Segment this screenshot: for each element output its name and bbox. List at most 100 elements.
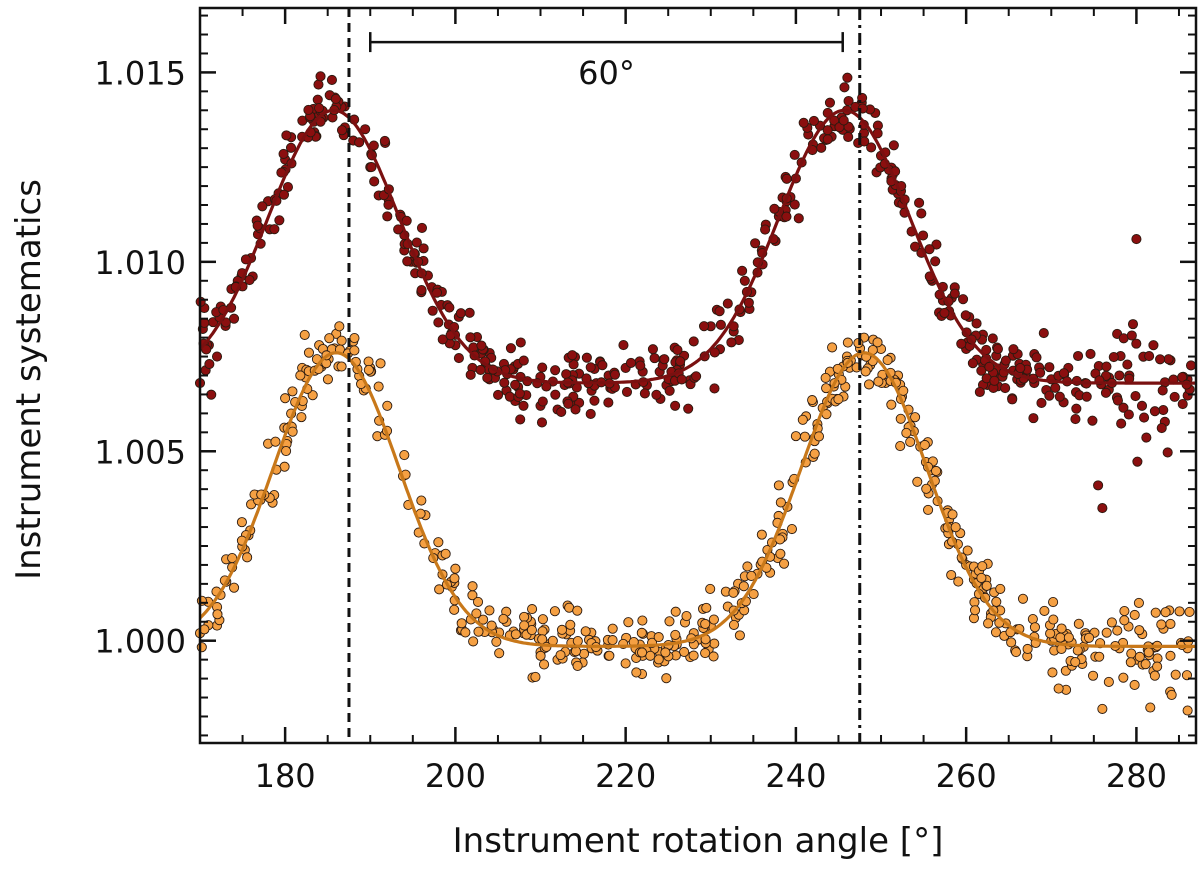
data-point-lower xyxy=(468,636,479,647)
data-point-upper xyxy=(1085,348,1096,359)
data-point-upper xyxy=(709,347,720,358)
data-point-upper xyxy=(433,317,444,328)
data-point-upper xyxy=(839,82,850,93)
data-point-upper xyxy=(1050,382,1061,393)
data-point-upper xyxy=(769,203,780,214)
data-point-upper xyxy=(252,220,263,231)
x-tick-label: 240 xyxy=(765,757,826,795)
data-point-lower xyxy=(779,558,790,569)
data-point-upper xyxy=(285,142,297,153)
data-point-lower xyxy=(664,616,675,627)
data-point-lower xyxy=(895,441,906,452)
data-point-lower xyxy=(708,651,719,662)
data-point-upper xyxy=(1093,480,1104,491)
data-point-upper xyxy=(1162,447,1173,458)
data-point-lower xyxy=(510,629,521,640)
data-point-lower xyxy=(1106,617,1117,628)
data-point-upper xyxy=(976,365,987,376)
data-point-upper xyxy=(427,305,438,316)
y-tick-label: 1.000 xyxy=(94,623,186,661)
data-point-upper xyxy=(618,340,629,351)
data-point-upper xyxy=(625,357,637,368)
data-point-lower xyxy=(976,572,987,583)
data-point-upper xyxy=(499,377,510,388)
data-point-lower xyxy=(1184,606,1195,618)
data-point-upper xyxy=(781,211,792,222)
data-point-lower xyxy=(923,504,934,515)
data-point-upper xyxy=(838,115,849,126)
data-point-upper xyxy=(589,395,600,406)
data-point-lower xyxy=(472,596,484,607)
data-point-lower xyxy=(530,671,541,683)
data-point-lower xyxy=(1150,607,1161,618)
data-point-upper xyxy=(336,125,348,136)
data-point-upper xyxy=(536,417,548,428)
data-point-lower xyxy=(790,431,801,442)
data-point-lower xyxy=(556,624,568,635)
data-point-upper xyxy=(1036,397,1047,409)
data-point-upper xyxy=(314,102,325,114)
data-point-lower xyxy=(809,448,820,459)
data-point-lower xyxy=(433,537,444,548)
data-point-upper xyxy=(866,142,877,153)
data-point-lower xyxy=(334,321,345,332)
data-point-lower xyxy=(486,620,497,631)
data-point-lower xyxy=(1073,618,1084,629)
data-point-lower xyxy=(1070,656,1081,668)
data-point-upper xyxy=(244,275,255,286)
data-point-upper xyxy=(1148,340,1159,351)
data-point-upper xyxy=(974,386,985,398)
data-point-upper xyxy=(916,208,927,219)
data-point-upper xyxy=(504,391,515,402)
data-point-upper xyxy=(537,396,548,407)
data-point-lower xyxy=(995,583,1006,594)
data-point-lower xyxy=(1039,605,1050,616)
data-point-upper xyxy=(1141,432,1152,443)
data-point-lower xyxy=(748,589,759,600)
data-point-lower xyxy=(1134,651,1145,662)
data-point-upper xyxy=(981,344,992,355)
data-point-lower xyxy=(827,342,838,353)
data-point-upper xyxy=(269,224,280,235)
data-point-lower xyxy=(212,609,223,620)
data-point-upper xyxy=(1112,395,1123,406)
data-point-lower xyxy=(653,632,664,643)
data-point-upper xyxy=(1097,503,1108,514)
data-point-upper xyxy=(958,294,969,305)
data-point-upper xyxy=(647,344,658,355)
data-point-upper xyxy=(698,321,710,332)
data-point-lower xyxy=(636,627,647,638)
data-point-upper xyxy=(715,319,726,330)
data-point-lower xyxy=(1129,679,1140,691)
data-point-upper xyxy=(1073,350,1084,362)
data-point-upper xyxy=(1177,398,1188,410)
data-point-lower xyxy=(1055,632,1066,643)
data-point-upper xyxy=(1157,385,1168,396)
data-point-upper xyxy=(843,131,854,143)
data-point-lower xyxy=(349,333,360,344)
data-point-upper xyxy=(330,93,341,104)
data-point-upper xyxy=(366,162,377,173)
data-point-upper xyxy=(781,173,792,184)
data-point-upper xyxy=(989,375,1000,386)
data-point-lower xyxy=(921,483,932,494)
data-point-upper xyxy=(453,353,464,364)
data-point-upper xyxy=(303,104,314,116)
data-point-lower xyxy=(1029,622,1040,633)
data-point-upper xyxy=(1108,351,1119,363)
data-point-upper xyxy=(597,360,608,371)
data-point-lower xyxy=(1112,625,1123,636)
data-point-lower xyxy=(299,329,310,340)
data-point-upper xyxy=(476,340,487,351)
data-point-upper xyxy=(1126,330,1137,341)
data-point-upper xyxy=(505,343,516,354)
data-point-upper xyxy=(1000,355,1011,366)
data-point-lower xyxy=(1083,632,1095,643)
data-point-upper xyxy=(585,408,596,419)
data-point-lower xyxy=(670,629,681,640)
data-point-lower xyxy=(679,646,690,658)
data-point-upper xyxy=(670,400,681,411)
data-point-lower xyxy=(636,647,648,658)
data-point-lower xyxy=(196,642,207,653)
data-point-lower xyxy=(375,358,386,369)
